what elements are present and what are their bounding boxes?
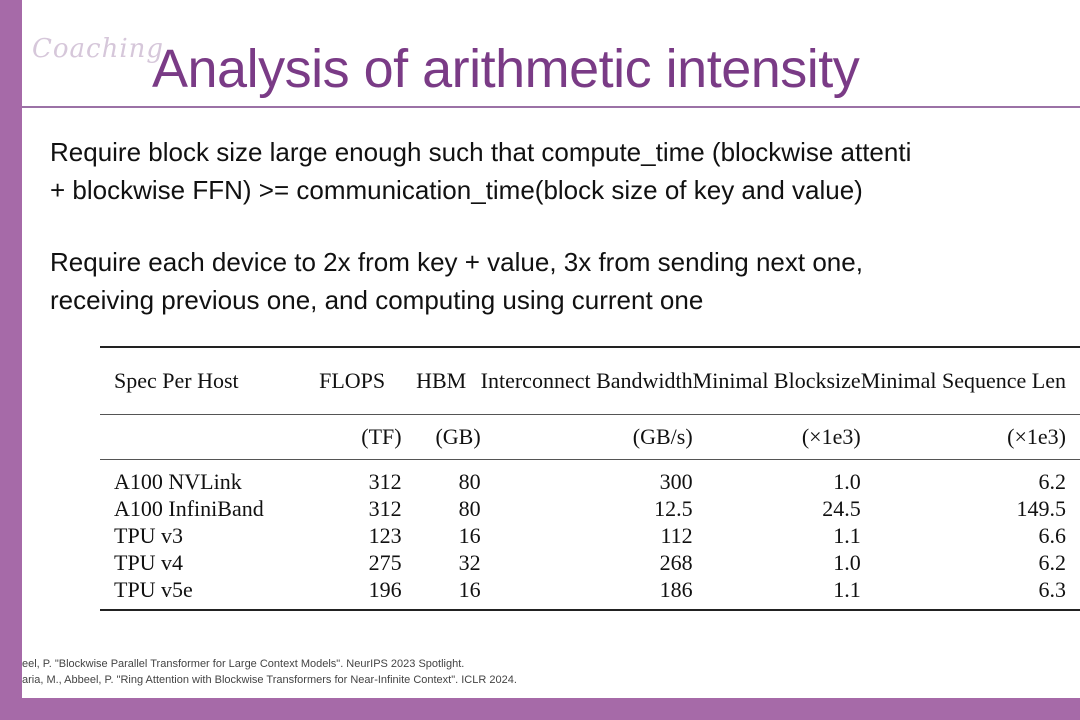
unit-hbm: (GB) (401, 414, 481, 460)
table-row: TPU v4 275 32 268 1.0 6.2 (100, 549, 1080, 576)
body-line-2: + blockwise FFN) >= communication_time(b… (50, 175, 863, 205)
body-line-1: Require block size large enough such tha… (50, 137, 912, 167)
cell-host: A100 NVLink (114, 468, 242, 494)
cell-bandwidth: 268 (659, 549, 693, 575)
unit-flops: (TF) (302, 414, 402, 460)
cell-bandwidth: 300 (659, 468, 693, 494)
header-flops: FLOPS (302, 346, 402, 415)
cell-flops: 275 (368, 549, 402, 575)
cell-seqlen: 6.2 (1038, 468, 1067, 494)
cell-host: TPU v3 (114, 522, 184, 548)
table-header-row: Spec Per Host FLOPS HBM Interconnect Ban… (100, 346, 1080, 415)
table-row: A100 NVLink 312 80 300 1.0 6.2 (100, 460, 1080, 496)
body-line-3: Require each device to 2x from key + val… (50, 247, 863, 277)
reference-1: eel, P. "Blockwise Parallel Transformer … (22, 658, 465, 670)
cell-host: TPU v4 (114, 549, 184, 575)
header-hbm: HBM (401, 346, 481, 415)
header-seqlen: Minimal Sequence Len (860, 346, 1080, 415)
cell-hbm: 16 (401, 576, 481, 611)
slide: Coaching Analysis of arithmetic intensit… (22, 0, 1080, 698)
unit-blocksize: (×1e3) (692, 414, 861, 460)
cell-blocksize: 24.5 (822, 495, 861, 521)
cell-hbm: 16 (458, 522, 481, 548)
cell-blocksize: 1.1 (833, 522, 861, 548)
cell-host: TPU v5e (100, 576, 303, 611)
cell-flops: 312 (368, 468, 402, 494)
cell-seqlen: 6.3 (860, 576, 1080, 611)
cell-hbm: 80 (458, 495, 481, 521)
header-spec: Spec Per Host (100, 346, 303, 415)
cell-seqlen: 6.6 (1038, 522, 1067, 548)
cell-flops: 123 (368, 522, 402, 548)
cell-bandwidth: 186 (480, 576, 693, 611)
spec-table: Spec Per Host FLOPS HBM Interconnect Ban… (100, 346, 1080, 611)
cell-seqlen: 149.5 (1016, 495, 1067, 521)
slide-title: Analysis of arithmetic intensity (152, 39, 860, 99)
cell-flops: 196 (302, 576, 402, 611)
cell-seqlen: 6.2 (1038, 549, 1067, 575)
table-units-row: (TF) (GB) (GB/s) (×1e3) (×1e3) (100, 414, 1080, 460)
table-row: TPU v3 123 16 112 1.1 6.6 (100, 522, 1080, 549)
table-row: TPU v5e 196 16 186 1.1 6.3 (100, 576, 1080, 611)
cell-hbm: 32 (458, 549, 481, 575)
unit-seqlen: (×1e3) (860, 414, 1080, 460)
cell-bandwidth: 112 (660, 522, 693, 548)
cell-hbm: 80 (458, 468, 481, 494)
cell-blocksize: 1.0 (833, 549, 861, 575)
cell-flops: 312 (368, 495, 402, 521)
cell-blocksize: 1.1 (692, 576, 861, 611)
body-line-4: receiving previous one, and computing us… (50, 285, 704, 315)
header-bandwidth: Interconnect Bandwidth (480, 346, 693, 415)
title-area: Coaching Analysis of arithmetic intensit… (22, 0, 1080, 108)
unit-spec (100, 414, 303, 460)
cell-host: A100 InfiniBand (114, 495, 264, 521)
reference-2: aria, M., Abbeel, P. "Ring Attention wit… (22, 674, 517, 686)
header-blocksize: Minimal Blocksize (692, 346, 861, 415)
cell-bandwidth: 12.5 (654, 495, 693, 521)
unit-bandwidth: (GB/s) (480, 414, 693, 460)
cell-blocksize: 1.0 (833, 468, 861, 494)
table-row: A100 InfiniBand 312 80 12.5 24.5 149.5 (100, 495, 1080, 522)
references: eel, P. "Blockwise Parallel Transformer … (22, 656, 517, 688)
watermark-text: Coaching (32, 34, 165, 64)
